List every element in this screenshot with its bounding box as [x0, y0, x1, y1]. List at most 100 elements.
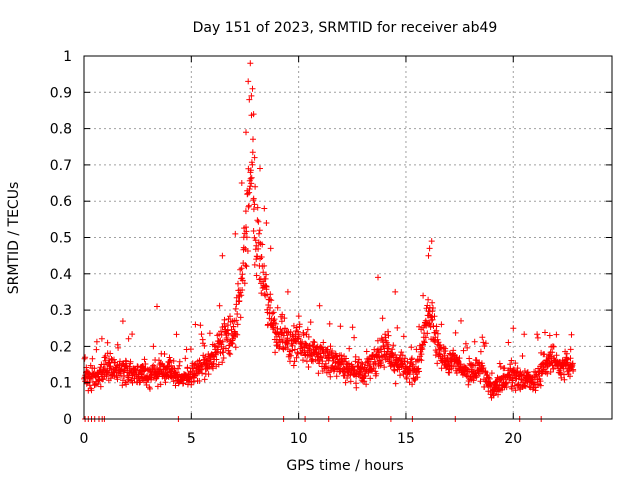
data-point	[263, 220, 270, 226]
data-point	[431, 337, 438, 344]
data-point	[263, 283, 270, 290]
data-point	[252, 237, 259, 244]
y-axis-label: SRMTID / TECUs	[6, 182, 22, 295]
data-point	[274, 304, 281, 311]
data-point	[542, 329, 548, 336]
data-point	[390, 342, 397, 349]
data-point	[157, 366, 164, 372]
data-point	[485, 374, 492, 381]
data-point	[247, 167, 254, 174]
data-point	[296, 333, 302, 340]
data-point	[384, 348, 391, 355]
data-point	[267, 304, 273, 311]
data-point	[233, 317, 240, 324]
data-point	[107, 375, 114, 382]
data-point	[107, 350, 114, 357]
data-point	[399, 352, 406, 359]
data-point	[379, 315, 386, 322]
data-point	[433, 323, 440, 330]
data-point	[187, 346, 194, 353]
y-tick-label: 0.5	[50, 231, 72, 247]
data-point	[409, 355, 415, 362]
data-point	[519, 353, 526, 359]
data-point	[235, 280, 241, 287]
data-point	[458, 317, 464, 324]
data-point	[260, 278, 266, 285]
data-point	[166, 354, 173, 361]
data-point	[508, 385, 515, 392]
data-point	[429, 308, 436, 315]
data-point	[547, 369, 554, 375]
y-tick-label: 0.3	[50, 303, 72, 319]
data-point	[380, 342, 387, 349]
data-point	[249, 149, 256, 156]
data-point	[279, 338, 286, 345]
data-point	[381, 364, 388, 371]
data-point	[241, 280, 248, 287]
data-point	[290, 362, 297, 369]
x-axis-label: GPS time / hours	[286, 458, 403, 474]
y-tick-label: 0.1	[50, 376, 72, 392]
data-point	[84, 378, 91, 385]
data-point	[254, 217, 261, 224]
data-point	[453, 370, 460, 376]
data-point	[216, 302, 223, 309]
data-point	[119, 318, 126, 325]
data-point	[227, 313, 233, 320]
data-point	[125, 335, 132, 342]
data-point	[248, 180, 255, 187]
x-tick-label: 15	[397, 431, 415, 447]
data-point	[418, 351, 425, 358]
data-point	[456, 355, 463, 362]
data-point	[225, 322, 231, 329]
data-point	[316, 302, 323, 309]
data-point	[414, 374, 421, 381]
data-point	[261, 262, 268, 269]
data-point	[105, 369, 112, 376]
data-point	[511, 366, 518, 373]
data-point	[217, 337, 224, 344]
data-point	[477, 378, 484, 385]
data-point	[238, 180, 245, 186]
data-point	[534, 331, 541, 338]
data-point	[546, 332, 553, 339]
data-point	[346, 345, 353, 352]
data-point	[429, 316, 436, 323]
data-point	[89, 355, 96, 362]
data-point	[271, 316, 278, 323]
data-point	[202, 353, 209, 360]
data-point	[422, 334, 429, 341]
data-point	[544, 370, 551, 377]
data-point	[477, 348, 484, 355]
data-point	[304, 326, 311, 333]
data-point	[281, 315, 288, 322]
data-point	[234, 311, 241, 317]
y-tick-label: 0.2	[50, 339, 72, 355]
data-point	[225, 347, 232, 354]
data-point	[442, 348, 449, 354]
data-point	[129, 331, 136, 338]
data-point	[427, 324, 434, 330]
data-point	[234, 331, 241, 338]
data-point	[94, 381, 101, 387]
data-point	[216, 331, 223, 338]
data-point	[338, 352, 345, 359]
data-point	[385, 332, 392, 339]
data-point	[418, 357, 425, 364]
data-point	[426, 245, 433, 252]
data-point	[411, 377, 418, 384]
data-point	[294, 328, 301, 335]
data-point	[295, 313, 302, 320]
data-point	[232, 344, 239, 351]
data-point	[161, 351, 168, 357]
data-point	[434, 330, 441, 337]
data-point	[421, 338, 428, 345]
data-point	[199, 370, 206, 377]
data-point	[303, 358, 310, 365]
x-tick-label: 20	[504, 431, 522, 447]
data-point	[316, 360, 323, 367]
data-point	[250, 206, 257, 213]
data-point	[561, 376, 568, 383]
data-point	[345, 360, 352, 367]
data-point	[196, 378, 203, 384]
